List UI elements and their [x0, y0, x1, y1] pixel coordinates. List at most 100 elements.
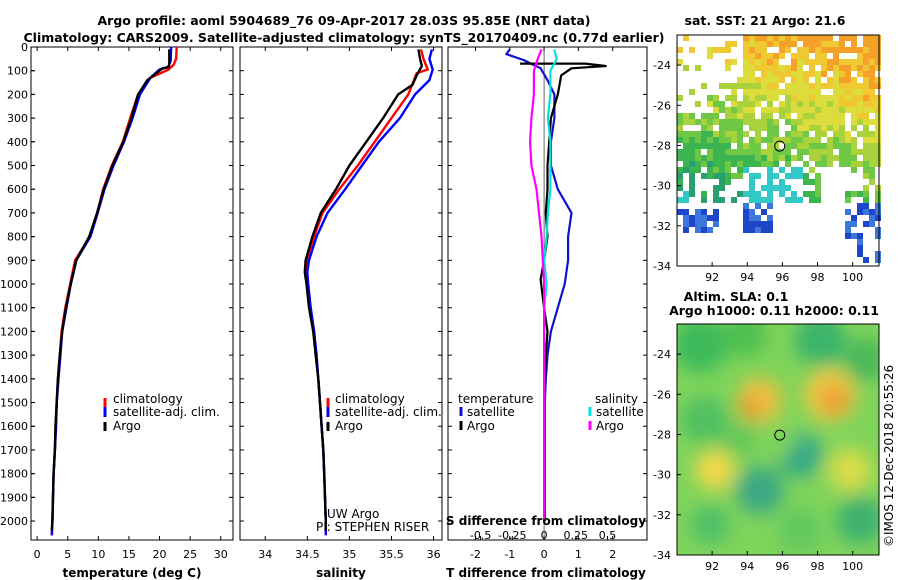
sst-cell — [725, 167, 731, 173]
sst-cell — [749, 83, 755, 89]
sst-cell — [809, 35, 815, 41]
sst-cell — [767, 143, 773, 149]
series-line-argo — [50, 49, 171, 531]
lat-tick-label: -32 — [653, 220, 671, 233]
sst-cell — [767, 131, 773, 137]
sst-cell — [851, 95, 857, 101]
sst-cell — [773, 95, 779, 101]
sst-cell — [863, 185, 869, 191]
sst-cell — [851, 143, 857, 149]
sst-cell — [737, 83, 743, 89]
sst-cell — [821, 113, 827, 119]
sst-cell — [773, 125, 779, 131]
sst-cell — [749, 95, 755, 101]
sst-cell — [803, 173, 809, 179]
sst-cell — [785, 137, 791, 143]
sst-cell — [833, 107, 839, 113]
lat-tick-label: -26 — [653, 99, 671, 112]
x-tick-label: 25 — [183, 548, 197, 561]
depth-tick-label: 600 — [7, 183, 28, 196]
sst-cell — [749, 191, 755, 197]
sst-cell — [869, 95, 875, 101]
sst-cell — [743, 191, 749, 197]
sst-cell — [761, 161, 767, 167]
sst-cell — [701, 191, 707, 197]
sst-cell — [785, 197, 791, 203]
sst-cell — [785, 41, 791, 47]
sst-cell — [773, 77, 779, 83]
depth-tick-label: 1500 — [0, 397, 28, 410]
sst-cell — [851, 83, 857, 89]
sst-cell — [779, 149, 785, 155]
sst-cell — [875, 35, 881, 41]
sst-cell — [761, 35, 767, 41]
sst-cell — [749, 77, 755, 83]
sst-cell — [731, 161, 737, 167]
sst-cell — [857, 65, 863, 71]
sst-cell — [869, 71, 875, 77]
sst-cell — [767, 203, 773, 209]
sst-cell — [797, 137, 803, 143]
sst-cell — [767, 227, 773, 233]
sst-cell — [839, 47, 845, 53]
sst-cell — [773, 131, 779, 137]
sst-cell — [863, 155, 869, 161]
sst-cell — [851, 167, 857, 173]
sla-blob — [821, 386, 849, 414]
sst-cell — [785, 119, 791, 125]
sst-cell — [725, 47, 731, 53]
sst-cell — [803, 95, 809, 101]
sst-cell — [773, 59, 779, 65]
s-tick-label: 0.5 — [599, 529, 617, 542]
sst-cell — [743, 47, 749, 53]
sst-cell — [797, 71, 803, 77]
lat-tick-label: -34 — [653, 549, 671, 562]
x-tick-label: 35.5 — [379, 548, 404, 561]
sst-cell — [815, 35, 821, 41]
sst-cell — [773, 89, 779, 95]
sst-cell — [755, 227, 761, 233]
sst-cell — [779, 53, 785, 59]
sst-cell — [725, 143, 731, 149]
sst-cell — [731, 149, 737, 155]
depth-tick-label: 100 — [7, 65, 28, 78]
sst-cell — [797, 149, 803, 155]
sst-cell — [749, 227, 755, 233]
sst-cell — [863, 41, 869, 47]
difference-legend: temperature salinity satellite Argo sate… — [458, 392, 644, 433]
sst-cell — [845, 95, 851, 101]
lat-tick-label: -28 — [653, 139, 671, 152]
sst-cell — [785, 155, 791, 161]
sst-cell — [869, 149, 875, 155]
sst-cell — [683, 155, 689, 161]
sst-cell — [755, 41, 761, 47]
sst-cell — [869, 41, 875, 47]
sst-cell — [809, 149, 815, 155]
sst-cell — [803, 47, 809, 53]
sst-cell — [803, 71, 809, 77]
sst-cell — [719, 185, 725, 191]
sst-cell — [791, 197, 797, 203]
sst-cell — [767, 83, 773, 89]
sst-cell — [869, 215, 875, 221]
sst-cell — [677, 95, 683, 101]
sst-cell — [815, 101, 821, 107]
sst-cell — [761, 209, 767, 215]
sst-cell — [845, 47, 851, 53]
sst-cell — [701, 209, 707, 215]
x-tick-label: 0 — [541, 548, 548, 561]
sst-cell — [689, 113, 695, 119]
difference-panel: -2 -1 0 1 2 -0.5 -0.25 0 0.25 0.5 temperature sa… — [446, 46, 648, 580]
sst-cell — [797, 173, 803, 179]
sst-cell — [707, 167, 713, 173]
legend-title-salinity: salinity — [595, 392, 638, 406]
sst-cell — [827, 95, 833, 101]
sst-cell — [833, 95, 839, 101]
sst-cell — [755, 53, 761, 59]
depth-tick-label: 300 — [7, 112, 28, 125]
sst-cell — [743, 167, 749, 173]
sst-cell — [755, 77, 761, 83]
sst-cell — [821, 161, 827, 167]
sst-cell — [857, 203, 863, 209]
sst-cell — [731, 89, 737, 95]
